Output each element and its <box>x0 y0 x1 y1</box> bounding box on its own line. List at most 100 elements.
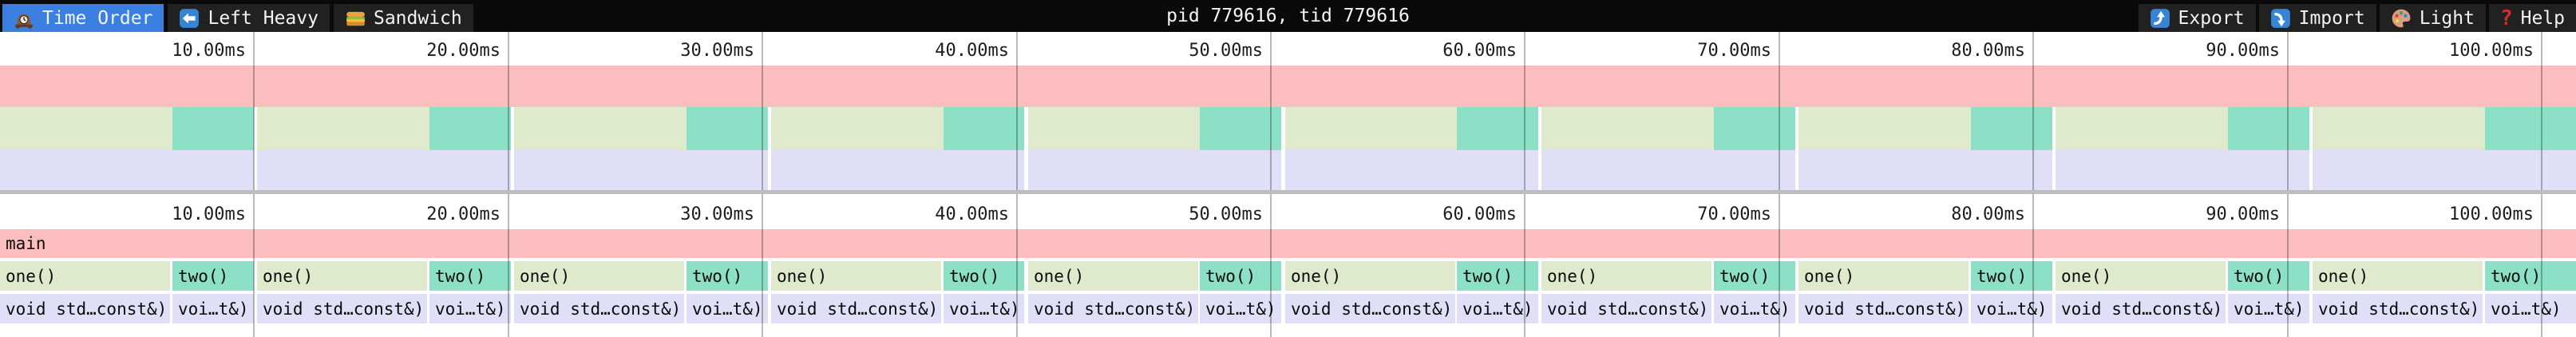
frame-two[interactable]: two() <box>172 261 254 291</box>
frame-main[interactable]: main <box>0 229 2576 258</box>
frame-voidstdconst[interactable]: void std…const&) <box>1028 294 1198 323</box>
frame-voidstdconst[interactable]: void std…const&) <box>2056 294 2226 323</box>
minimap-frame[interactable] <box>771 150 1024 190</box>
frame-two[interactable]: two() <box>1971 261 2052 291</box>
frame-voidstdconst[interactable]: void std…const&) <box>1798 294 1969 323</box>
frame-voit[interactable]: voi…t&) <box>2485 294 2576 323</box>
frame-one[interactable]: one() <box>1285 261 1455 291</box>
frame-voit[interactable]: voi…t&) <box>429 294 511 323</box>
minimap-frame[interactable] <box>1714 107 1795 150</box>
frame-one[interactable]: one() <box>1028 261 1198 291</box>
minimap-frame[interactable] <box>1200 107 1281 150</box>
time-tick-label: 40.00ms <box>935 41 1009 61</box>
minimap-frame[interactable] <box>944 107 1024 150</box>
minimap-frame[interactable] <box>2056 107 2228 150</box>
frame-voidstdconst[interactable]: void std…const&) <box>0 294 170 323</box>
frame-voit[interactable]: voi…t&) <box>1200 294 1281 323</box>
minimap-band-1[interactable] <box>0 107 2576 150</box>
minimap-frame[interactable] <box>2313 107 2485 150</box>
frame-voit[interactable]: voi…t&) <box>1714 294 1795 323</box>
minimap-frame[interactable] <box>2485 107 2576 150</box>
export-button[interactable]: Export <box>2138 4 2256 32</box>
time-tick-label: 100.00ms <box>2449 204 2534 224</box>
frame-voidstdconst[interactable]: void std…const&) <box>1285 294 1455 323</box>
minimap-frame[interactable] <box>1285 107 1457 150</box>
frame-one[interactable]: one() <box>1798 261 1969 291</box>
frame-two[interactable]: two() <box>1457 261 1538 291</box>
frame-one[interactable]: one() <box>0 261 170 291</box>
theme-toggle-button[interactable]: Light <box>2379 4 2486 32</box>
minimap-frame[interactable] <box>1028 150 1281 190</box>
frame-voit[interactable]: voi…t&) <box>172 294 254 323</box>
frame-two[interactable]: two() <box>2485 261 2576 291</box>
minimap-frame[interactable] <box>1285 150 1538 190</box>
minimap-frame[interactable] <box>2228 107 2309 150</box>
help-button[interactable]: ? Help <box>2488 4 2576 32</box>
minimap-frame[interactable] <box>1798 150 2052 190</box>
minimap-frame[interactable] <box>1028 107 1200 150</box>
frame-voidstdconst[interactable]: void std…const&) <box>2313 294 2483 323</box>
window-title: pid 779616, tid 779616 <box>1166 6 1410 26</box>
minimap-band-2[interactable] <box>0 150 2576 190</box>
frame-label: void std…const&) <box>1547 299 1709 319</box>
frame-voidstdconst[interactable]: void std…const&) <box>514 294 684 323</box>
frame-voidstdconst[interactable]: void std…const&) <box>1541 294 1711 323</box>
minimap-frame[interactable] <box>257 107 429 150</box>
minimap-frame[interactable] <box>0 150 254 190</box>
minimap-frame[interactable] <box>2056 150 2309 190</box>
frame-voit[interactable]: voi…t&) <box>687 294 768 323</box>
frame-label: one() <box>1804 266 1855 286</box>
minimap-resizer[interactable] <box>0 190 2576 194</box>
minimap-frame[interactable] <box>771 107 944 150</box>
frame-voit[interactable]: voi…t&) <box>944 294 1024 323</box>
time-tick-label: 30.00ms <box>680 41 754 61</box>
frame-two[interactable]: two() <box>1714 261 1795 291</box>
frame-label: void std…const&) <box>1804 299 1966 319</box>
view-mode-tabs: Time Order Left Heavy Sandwich <box>2 0 473 32</box>
frame-one[interactable]: one() <box>2313 261 2483 291</box>
minimap-frame[interactable] <box>0 107 172 150</box>
frame-two[interactable]: two() <box>429 261 511 291</box>
minimap-band-0[interactable] <box>0 65 2576 107</box>
frame-one[interactable]: one() <box>771 261 941 291</box>
import-button[interactable]: Import <box>2258 4 2376 32</box>
toolbar: Time Order Left Heavy Sandwich pid 77 <box>0 0 2576 32</box>
frame-voit[interactable]: voi…t&) <box>2228 294 2309 323</box>
minimap-frame[interactable] <box>1541 107 1714 150</box>
frame-label: two() <box>1205 266 1256 286</box>
minimap-frame[interactable] <box>1971 107 2052 150</box>
frame-label: void std…const&) <box>2061 299 2223 319</box>
tab-sandwich[interactable]: Sandwich <box>333 4 473 32</box>
time-tick-label: 40.00ms <box>935 204 1009 224</box>
frame-label: voi…t&) <box>1977 299 2048 319</box>
frame-voit[interactable]: voi…t&) <box>1971 294 2052 323</box>
minimap-frame[interactable] <box>687 107 768 150</box>
frame-one[interactable]: one() <box>2056 261 2226 291</box>
minimap-frame[interactable] <box>514 107 687 150</box>
minimap-frame[interactable] <box>257 150 511 190</box>
frame-voit[interactable]: voi…t&) <box>1457 294 1538 323</box>
minimap-frame[interactable] <box>429 107 511 150</box>
frame-voidstdconst[interactable]: void std…const&) <box>257 294 427 323</box>
minimap-frame[interactable] <box>172 107 254 150</box>
minimap-frame[interactable] <box>1541 150 1795 190</box>
frame-label: two() <box>2234 266 2285 286</box>
flame-row-1: one() two() one() two() one() two() one() two()… <box>0 261 2576 291</box>
frame-one[interactable]: one() <box>514 261 684 291</box>
minimap-frame[interactable] <box>1798 107 1971 150</box>
frame-one[interactable]: one() <box>257 261 427 291</box>
minimap-frame[interactable] <box>0 65 2576 107</box>
minimap-frame[interactable] <box>2313 150 2576 190</box>
frame-voidstdconst[interactable]: void std…const&) <box>771 294 941 323</box>
frame-one[interactable]: one() <box>1541 261 1711 291</box>
tab-time-order[interactable]: Time Order <box>2 4 164 32</box>
frame-label: two() <box>1977 266 2028 286</box>
tab-left-heavy[interactable]: Left Heavy <box>168 4 330 32</box>
minimap-frame[interactable] <box>1457 107 1538 150</box>
frame-two[interactable]: two() <box>944 261 1024 291</box>
time-tick-label: 60.00ms <box>1442 204 1517 224</box>
frame-two[interactable]: two() <box>1200 261 1281 291</box>
frame-two[interactable]: two() <box>2228 261 2309 291</box>
frame-two[interactable]: two() <box>687 261 768 291</box>
minimap-frame[interactable] <box>514 150 768 190</box>
